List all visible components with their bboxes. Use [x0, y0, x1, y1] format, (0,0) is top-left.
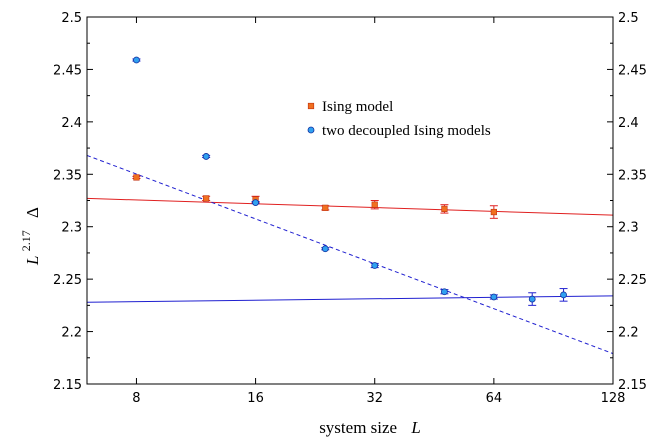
data-point — [133, 56, 140, 64]
data-point — [528, 295, 536, 303]
y-tick-label-left: 2.4 — [61, 116, 82, 131]
y-tick-label-right: 2.4 — [618, 116, 639, 131]
fit-line — [87, 197, 613, 216]
y-tick-label-left: 2.45 — [53, 63, 82, 78]
x-axis-label-text: system size — [319, 418, 397, 437]
y-tick-label-left: 2.3 — [61, 221, 82, 236]
x-tick-label: 32 — [366, 391, 383, 406]
legend-marker-square — [307, 102, 315, 110]
y-tick-label-left: 2.5 — [61, 11, 82, 26]
data-point — [490, 293, 498, 301]
y-tick-label-right: 2.5 — [618, 11, 639, 26]
y-tick-label-right: 2.2 — [618, 326, 639, 341]
y-tick-label-left: 2.35 — [53, 168, 82, 183]
fit-line-dashed — [87, 154, 613, 355]
y-tick-label-right: 2.45 — [618, 63, 647, 78]
axes: 2.15 2.15 2.2 2.2 2.25 2.25 2.3 2.3 2.35 2.35 2.4 2… — [53, 11, 647, 406]
x-tick-label: 64 — [486, 391, 503, 406]
data-point — [133, 174, 140, 181]
y-tick-label-left: 2.15 — [53, 378, 82, 393]
data-point — [560, 291, 567, 299]
data-point — [322, 204, 329, 211]
y-tick-label-left: 2.25 — [53, 273, 82, 288]
data-point — [371, 201, 378, 208]
data-point — [441, 288, 448, 296]
y-axis-label: L 2.17 Δ — [15, 207, 42, 266]
data-point — [203, 195, 210, 202]
plot-area — [87, 56, 613, 355]
y-tick-label-right: 2.25 — [618, 273, 647, 288]
y-tick-label-left: 2.2 — [61, 326, 82, 341]
x-tick-label: 128 — [601, 391, 626, 406]
legend-label: two decoupled Ising models — [322, 123, 491, 139]
x-axis-label: system size L — [319, 418, 421, 437]
data-point — [202, 153, 210, 160]
svg-text:L 2.17 Δ: L 2.17 Δ — [15, 207, 42, 266]
legend: Ising model two decoupled Ising models — [307, 99, 491, 139]
legend-label: Ising model — [322, 99, 393, 115]
fit-line — [87, 295, 613, 303]
y-tick-label-right: 2.15 — [618, 378, 647, 393]
y-tick-label-right: 2.3 — [618, 221, 639, 236]
x-axis-label-variable: L — [410, 418, 420, 437]
x-tick-label: 16 — [247, 391, 264, 406]
data-point — [490, 208, 497, 216]
data-point — [252, 199, 259, 206]
data-point — [441, 205, 448, 212]
data-point — [321, 245, 329, 253]
y-axis-label-symbol: Δ — [23, 207, 42, 218]
data-point — [371, 262, 379, 269]
y-axis-label-base: L — [23, 255, 42, 265]
y-axis-label-exponent: 2.17 — [19, 230, 33, 251]
x-tick-label: 8 — [132, 391, 140, 406]
y-tick-label-right: 2.35 — [618, 168, 647, 183]
legend-marker-circle — [307, 126, 315, 134]
